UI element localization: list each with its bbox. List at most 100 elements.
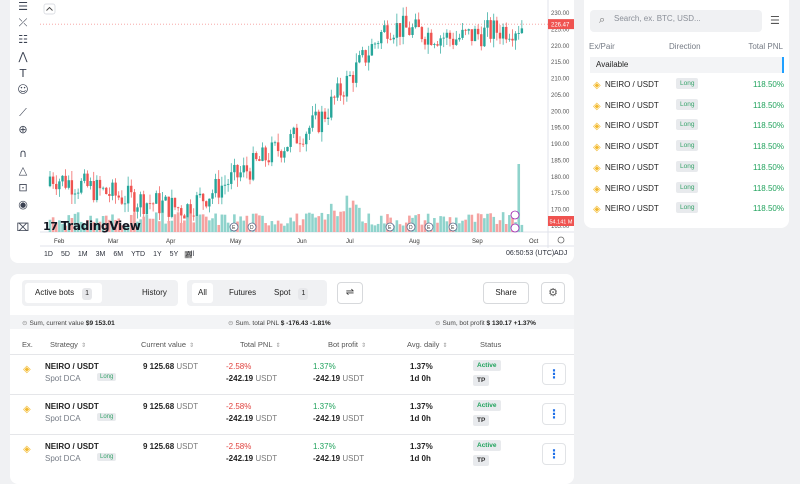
share-button[interactable]: Share [483,282,529,304]
columns-icon[interactable]: ⇌ [337,282,363,304]
table-row[interactable]: ◈ NEIRO / USDT Spot DCA Long 9 125.68 US… [10,434,574,474]
text-icon[interactable]: T [19,67,27,80]
volume-bar [267,225,271,232]
filter-spot[interactable]: Spot 1 [267,283,315,303]
candle-body [436,44,439,46]
chart-panel[interactable]: ☰ ⤫ ☷ ⋀ T ☺ ⟋ ⊕ ∩ △ ⊡ ◉ ⌧ 230.00 225.00 22… [10,0,574,263]
pair-row[interactable]: ◈ NEIRO / USDT Long 118.50% [590,77,784,97]
volume-badge-label: 54.141 M [550,220,573,226]
candle-body [373,43,377,45]
candle-body [70,180,74,195]
price-tick-label: 190.00 [551,142,570,148]
candle-body [295,127,299,144]
candle-body [86,173,89,187]
volume-bar [136,221,139,232]
row-menu-button[interactable]: ⋮ [542,403,566,425]
bot-tabs: Active bots 1 History [22,280,178,306]
table-row[interactable]: ◈ NEIRO / USDT Spot DCA Long 9 125.68 US… [10,354,574,394]
timeframe-3m[interactable]: 3M [95,251,106,258]
timeframe-1y[interactable]: 1Y [153,251,162,258]
candle-body [508,38,511,40]
calendar-icon[interactable]: ▦ [184,249,193,259]
zoom-icon[interactable]: ⊕ [18,123,28,136]
event-marker [247,222,257,232]
filter-futures[interactable]: Futures [229,288,257,297]
row-menu-button[interactable]: ⋮ [542,363,566,385]
price-badge [548,19,574,30]
avg-daily-percent: 1.37% [410,362,433,371]
pattern-icon[interactable]: ⋀ [18,50,28,63]
month-label: Apr [166,239,175,245]
pnl-value: -242.19 USDT [226,454,278,463]
adj-toggle[interactable]: ADJ [554,250,568,257]
row-menu-button[interactable]: ⋮ [542,443,566,465]
lock-drawing-icon[interactable]: △ [18,164,28,177]
lock-icon[interactable]: ⊡ [18,181,28,194]
candle-body [217,178,220,198]
pair-row[interactable]: ◈ NEIRO / USDT Long 118.50% [590,201,784,221]
col-avg[interactable]: Avg. daily ⇕ [407,340,448,349]
crosshair-icon[interactable]: ☰ [18,0,28,13]
timeframe-1d[interactable]: 1D [44,251,53,258]
trend-line-icon[interactable]: ⤫ [18,16,28,29]
pair-name: NEIRO / USDT [605,183,659,193]
candle-body [64,175,67,188]
timeframe-5y[interactable]: 5Y [169,251,179,258]
fib-icon[interactable]: ☷ [18,33,28,46]
timeframe-6m[interactable]: 6M [113,251,124,258]
candle-body [239,172,242,178]
volume-bar [504,224,508,232]
table-row[interactable]: ◈ NEIRO / USDT Spot DCA Long 9 125.68 US… [10,394,574,434]
price-chart[interactable]: 230.00 225.00 220.00 215.00 210.00 205.00 200.… [10,0,574,263]
pair-search[interactable]: ⌕ [590,10,762,32]
volume-bar [258,215,261,232]
candle-body [89,181,92,187]
pair-row[interactable]: ◈ NEIRO / USDT Long 118.50% [590,139,784,159]
volume-bar [158,221,161,232]
filter-all[interactable]: All [192,283,213,303]
trash-icon[interactable]: ⌧ [16,221,30,234]
candle-body [408,27,411,35]
filter-icon[interactable]: ☰ [770,14,780,27]
volume-bar [198,214,202,232]
candle-body [130,185,133,193]
dividend-marker [510,210,520,220]
col-strategy[interactable]: Strategy ⇕ [50,340,86,349]
pair-row[interactable]: ◈ NEIRO / USDT Long 118.50% [590,181,784,201]
timeframe-ytd[interactable]: YTD [131,251,146,258]
timeframe-5d[interactable]: 5D [60,251,70,258]
timeframe-all[interactable]: All [186,251,195,258]
candle-body [283,151,286,158]
magnet-icon[interactable]: ∩ [18,147,28,160]
col-status[interactable]: Status [480,340,502,349]
candle-body [205,201,208,207]
pair-row[interactable]: ◈ NEIRO / USDT Long 118.50% [590,98,784,118]
ruler-icon[interactable]: ⟋ [19,106,27,119]
col-pnl[interactable]: Total PNL ⇕ [240,340,281,349]
col-profit[interactable]: Bot profit ⇕ [328,340,367,349]
search-input[interactable] [614,14,754,23]
timeframe-1m[interactable]: 1M [77,251,88,258]
col-current[interactable]: Current value ⇕ [141,340,195,349]
month-label: Feb [54,239,65,245]
price-tick-label: 225.00 [551,27,570,33]
emoji-icon[interactable]: ☺ [17,83,29,96]
month-label: Oct [529,239,539,245]
candle-body [145,203,149,215]
volume-bar [345,195,349,232]
event-marker [424,222,434,232]
pair-row[interactable]: ◈ NEIRO / USDT Long 118.50% [590,160,784,180]
status-badge: Active [473,440,501,451]
volume-bar [176,212,180,232]
eye-icon[interactable]: ◉ [18,198,28,211]
volume-bar [458,223,461,232]
candle-body [255,153,258,160]
candle-body [198,193,202,196]
tab-history[interactable]: History [142,288,167,297]
candle-body [461,29,464,38]
gear-icon[interactable]: ⚙ [541,282,565,304]
candle-body [361,50,364,56]
pair-row[interactable]: ◈ NEIRO / USDT Long 118.50% [590,118,784,138]
candle-body [323,111,327,119]
tab-active-bots[interactable]: Active bots 1 [25,283,103,303]
